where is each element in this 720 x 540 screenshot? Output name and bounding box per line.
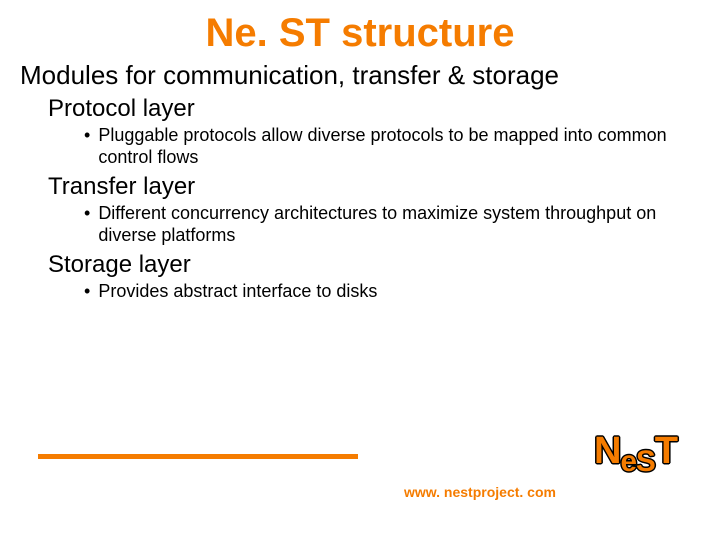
slide-title: Ne. ST structure	[20, 12, 700, 54]
layer-heading: Storage layer	[48, 251, 700, 279]
slide-subtitle: Modules for communication, transfer & st…	[20, 60, 700, 91]
logo-letter-e: e	[620, 445, 635, 479]
bullet-item: • Provides abstract interface to disks	[84, 281, 700, 303]
footer-divider	[38, 454, 358, 459]
slide: Ne. ST structure Modules for communicati…	[0, 0, 720, 540]
bullet-text: Different concurrency architectures to m…	[98, 203, 700, 247]
bullet-item: • Different concurrency architectures to …	[84, 203, 700, 247]
layer-heading: Protocol layer	[48, 95, 700, 123]
content-sections: Protocol layer•Pluggable protocols allow…	[20, 95, 700, 303]
bullet-dot-icon: •	[84, 203, 90, 225]
footer-url: www. nestproject. com	[404, 484, 556, 500]
logo-letter-t: T	[655, 430, 677, 473]
bullet-text: Pluggable protocols allow diverse protoc…	[98, 125, 700, 169]
layer-heading: Transfer layer	[48, 173, 700, 201]
bullet-text: Provides abstract interface to disks	[98, 281, 700, 303]
bullet-dot-icon: •	[84, 281, 90, 303]
bullet-dot-icon: •	[84, 125, 90, 147]
logo-letter-n: N	[594, 430, 620, 473]
logo-letter-s: S	[636, 445, 655, 479]
bullet-item: • Pluggable protocols allow diverse proto…	[84, 125, 700, 169]
nest-logo: NeST	[594, 436, 677, 479]
